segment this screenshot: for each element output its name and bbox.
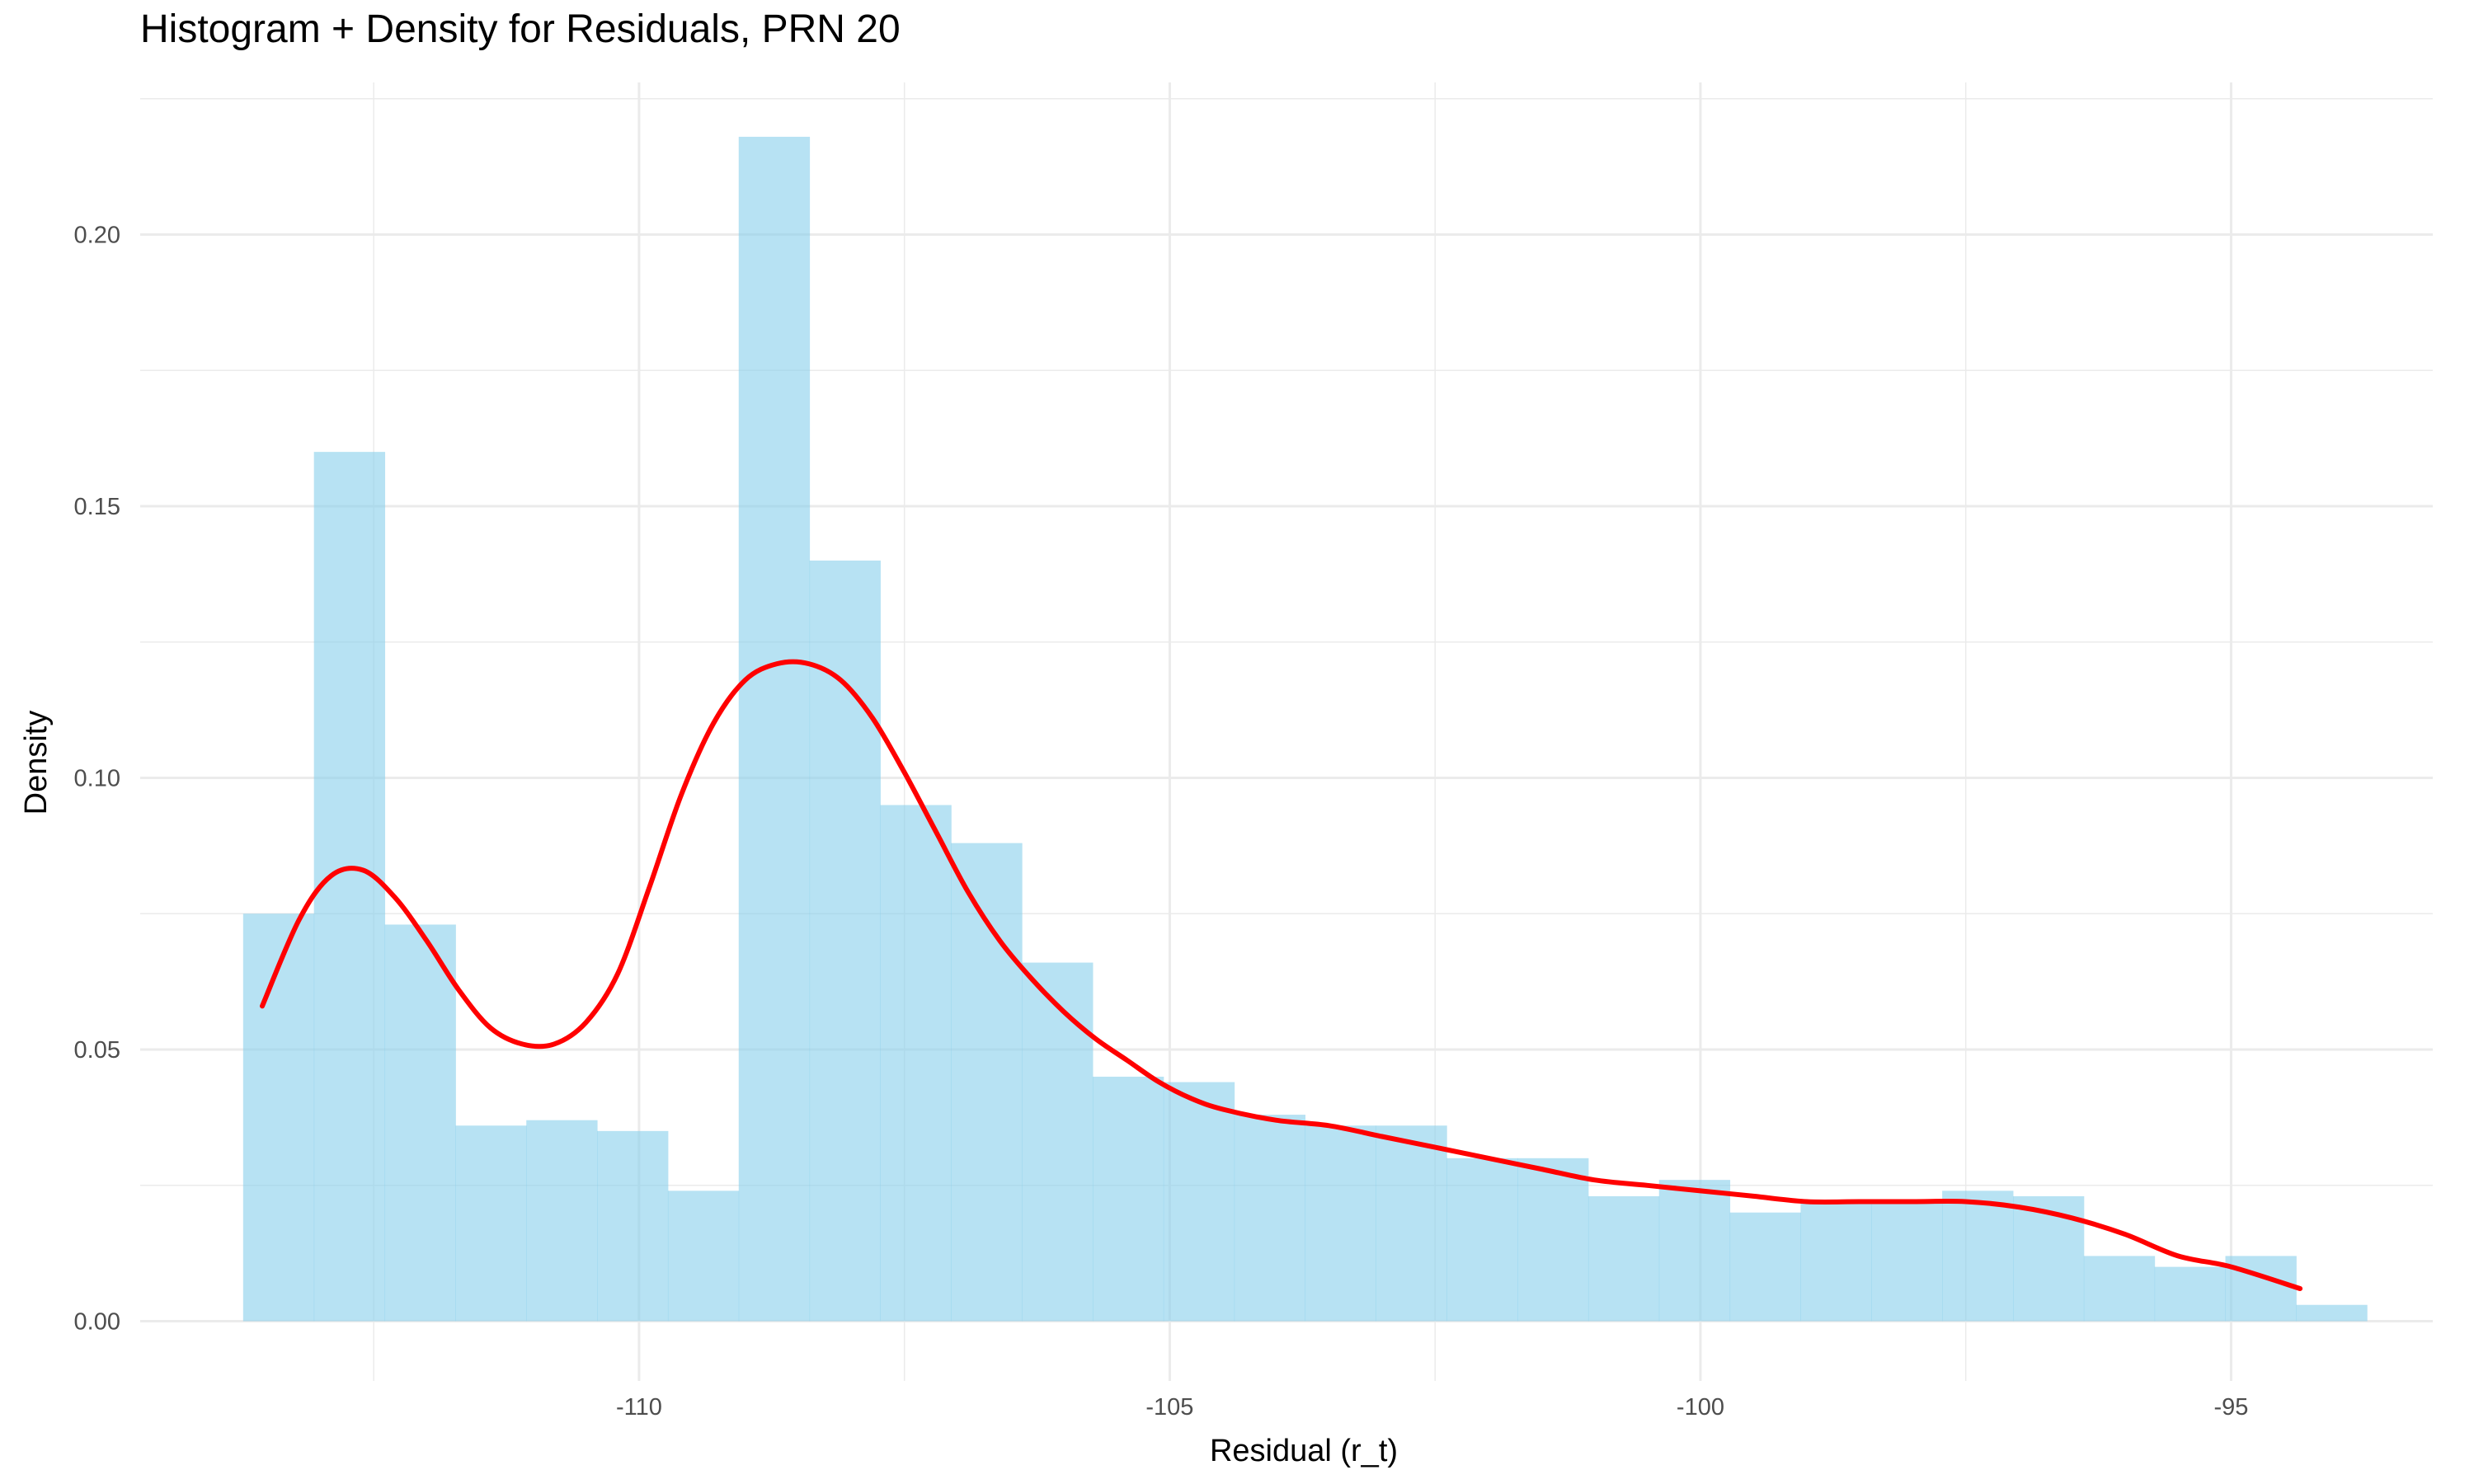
histogram-bar xyxy=(313,452,386,1322)
histogram-bar xyxy=(526,1120,598,1322)
histogram-bar xyxy=(1871,1201,1943,1322)
histogram-bar xyxy=(455,1125,527,1322)
histogram-bar xyxy=(951,843,1023,1322)
histogram-bar xyxy=(667,1190,740,1322)
histogram-bar xyxy=(880,805,952,1322)
y-tick-label: 0.00 xyxy=(74,1309,120,1336)
y-tick-label: 0.20 xyxy=(74,223,120,249)
x-tick-label: -110 xyxy=(616,1394,662,1421)
histogram-bar xyxy=(1658,1180,1731,1322)
histogram-bar xyxy=(809,560,881,1322)
histogram-bar xyxy=(1376,1125,1447,1322)
histogram-bar xyxy=(1092,1076,1164,1322)
y-tick-label: 0.05 xyxy=(74,1037,120,1064)
histogram-bar xyxy=(1517,1158,1589,1322)
density-curve-layer xyxy=(260,659,2303,1291)
histogram-bar xyxy=(2083,1256,2156,1322)
x-tick-label: -100 xyxy=(1677,1394,1724,1421)
histogram-bar xyxy=(738,136,811,1322)
histogram-bar xyxy=(384,924,456,1322)
y-tick-label: 0.15 xyxy=(74,494,120,520)
histogram-bar xyxy=(1942,1190,2014,1322)
y-axis-ticks: 0.00 0.05 0.10 0.15 0.20 xyxy=(74,223,120,1336)
y-tick-label: 0.10 xyxy=(74,766,120,792)
histogram-bar xyxy=(1305,1125,1376,1322)
histogram-bar xyxy=(1234,1115,1306,1322)
histogram-bar xyxy=(1022,962,1094,1322)
density-curve xyxy=(260,659,2303,1291)
x-axis-label: Residual (r_t) xyxy=(1210,1434,1398,1468)
histogram-bar xyxy=(1163,1082,1235,1322)
histogram-bars xyxy=(242,136,2368,1322)
x-axis-ticks: -110 -105 -100 -95 xyxy=(616,1394,2248,1421)
histogram-bar xyxy=(2296,1304,2368,1322)
chart-title: Histogram + Density for Residuals, PRN 2… xyxy=(140,7,901,51)
histogram-bar xyxy=(2154,1266,2227,1322)
histogram-bar xyxy=(1729,1212,1801,1322)
histogram-bar xyxy=(1587,1195,1660,1322)
x-tick-label: -105 xyxy=(1145,1394,1193,1421)
histogram-bar xyxy=(1446,1158,1518,1322)
histogram-bar xyxy=(597,1130,669,1322)
y-axis-label: Density xyxy=(19,711,54,815)
histogram-bar xyxy=(242,913,315,1322)
histogram-bar xyxy=(1800,1201,1872,1322)
x-tick-label: -95 xyxy=(2214,1394,2249,1421)
